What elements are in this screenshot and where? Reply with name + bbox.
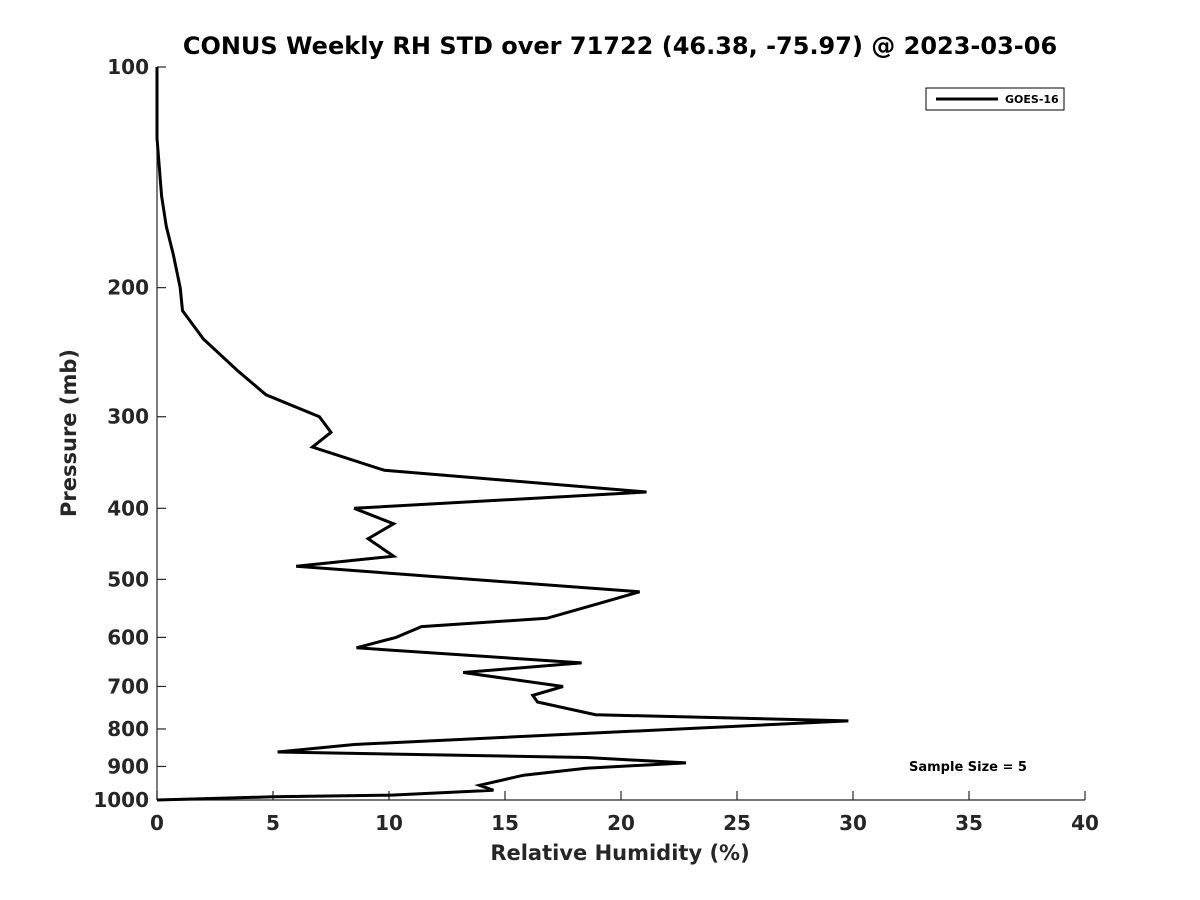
x-axis-label: Relative Humidity (%): [490, 841, 749, 865]
y-tick-label: 500: [107, 567, 149, 591]
x-tick-label: 15: [491, 811, 519, 835]
y-tick-label: 600: [107, 625, 149, 649]
y-tick-label: 1000: [93, 788, 149, 812]
y-tick-label: 900: [107, 754, 149, 778]
x-tick-label: 5: [266, 811, 280, 835]
x-axis-ticks: 0 5 10 15 20 25 30 35 40: [150, 791, 1099, 835]
legend: GOES-16: [925, 87, 1065, 111]
y-axis-ticks: 100 200 300 400 500 600 700 800 900 1000: [93, 55, 166, 812]
sample-size-annotation: Sample Size = 5: [909, 760, 1027, 775]
x-tick-label: 10: [375, 811, 403, 835]
y-tick-label: 700: [107, 674, 149, 698]
y-axis-label: Pressure (mb): [57, 349, 81, 517]
series-layer: [155, 67, 849, 802]
x-tick-label: 20: [607, 811, 635, 835]
y-tick-label: 100: [107, 55, 149, 79]
x-tick-label: 40: [1071, 811, 1099, 835]
x-tick-label: 0: [150, 811, 164, 835]
x-tick-label: 30: [839, 811, 867, 835]
legend-label-goes-16: GOES-16: [1005, 93, 1059, 106]
chart-title: CONUS Weekly RH STD over 71722 (46.38, -…: [183, 32, 1057, 60]
x-tick-label: 25: [723, 811, 751, 835]
y-tick-label: 800: [107, 717, 149, 741]
x-tick-label: 35: [955, 811, 983, 835]
y-tick-label: 400: [107, 496, 149, 520]
y-tick-label: 200: [107, 276, 149, 300]
y-tick-label: 300: [107, 405, 149, 429]
series-line-goes-16: [155, 67, 849, 802]
